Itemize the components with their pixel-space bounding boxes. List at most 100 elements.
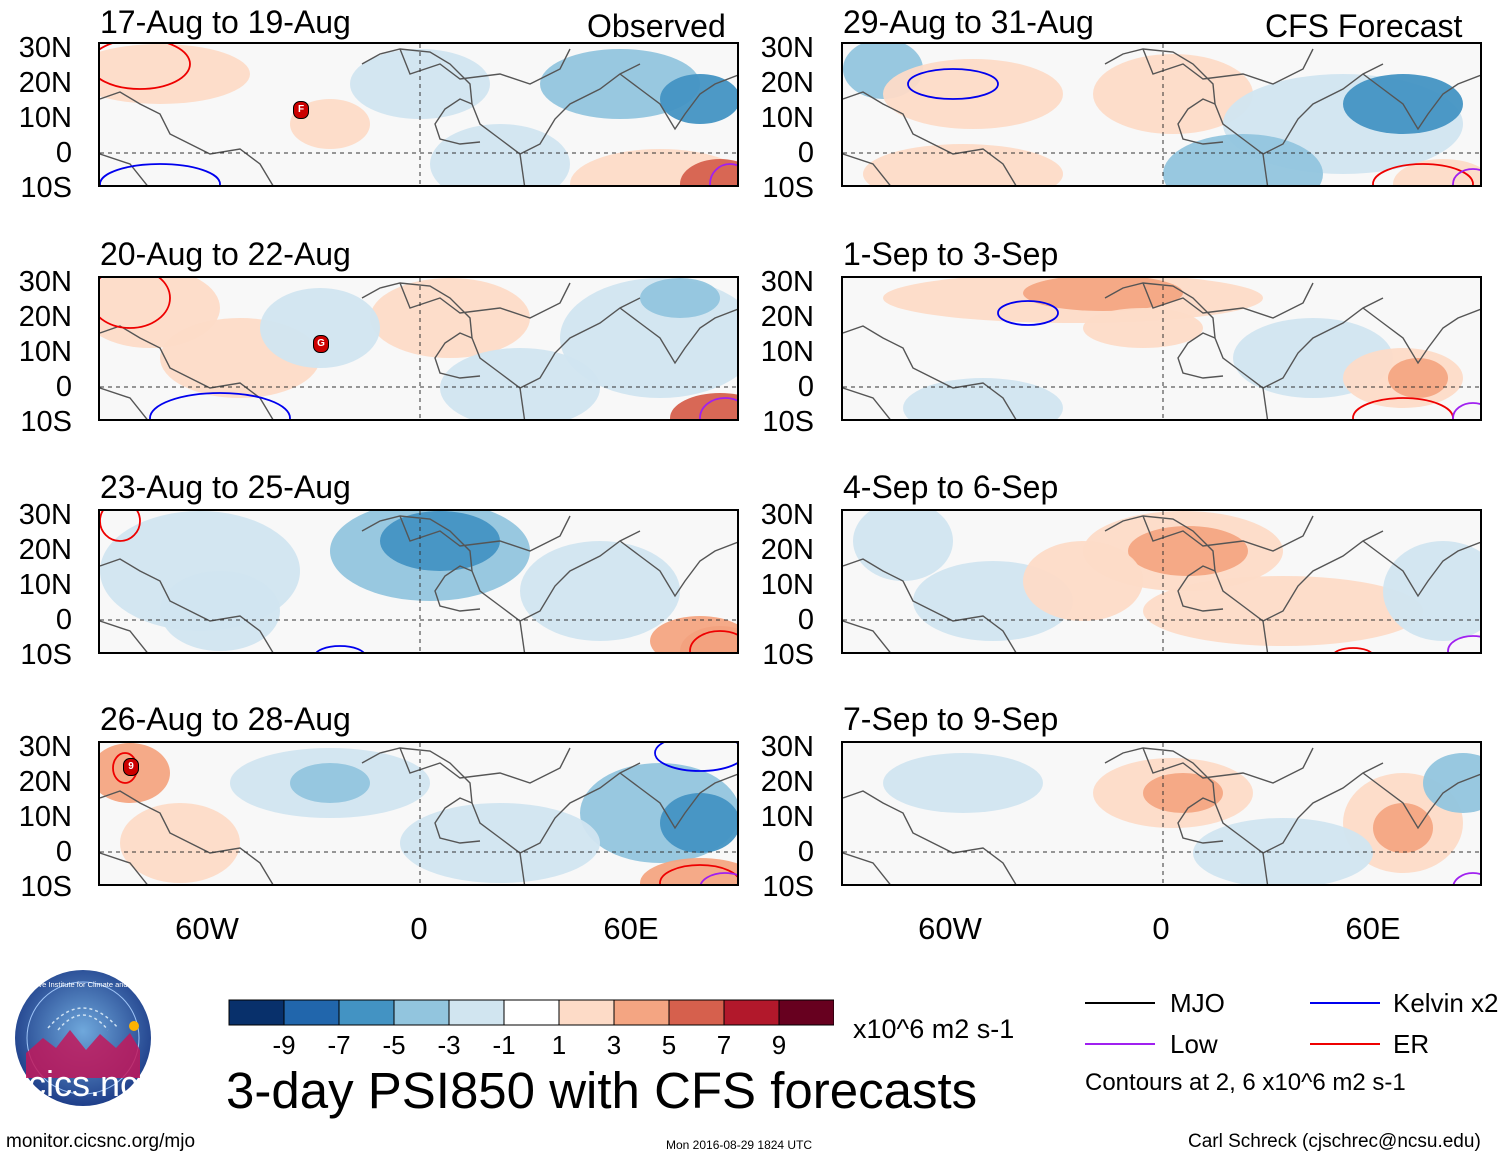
positive-anomaly — [650, 616, 737, 652]
colorbar-tick: 7 — [716, 1030, 732, 1060]
lat-label: 10S — [20, 172, 72, 204]
wave-contour — [709, 163, 737, 185]
coastline — [100, 387, 148, 419]
coastline — [399, 282, 571, 319]
coastline — [434, 98, 481, 145]
wave-contour — [1452, 168, 1480, 185]
map-canvas — [843, 44, 1480, 185]
panel-title: 1-Sep to 3-Sep — [843, 236, 1059, 272]
lat-label: 30N — [18, 499, 72, 531]
coastline — [399, 48, 571, 85]
map-panel — [98, 509, 739, 654]
negative-anomaly — [660, 74, 737, 124]
positive-anomaly — [670, 393, 737, 419]
legend-label-low: Low — [1170, 1029, 1218, 1059]
map-canvas — [100, 743, 737, 884]
negative-anomaly — [380, 511, 500, 571]
coastline — [1362, 772, 1480, 830]
positive-anomaly — [1023, 541, 1143, 621]
colorbar-tick: -1 — [492, 1030, 516, 1060]
coastline — [399, 747, 571, 784]
lat-label: 10S — [20, 406, 72, 438]
positive-anomaly — [1143, 773, 1223, 813]
legend-note: Contours at 2, 6 x10^6 m2 s-1 — [1085, 1069, 1406, 1096]
map-canvas — [843, 511, 1480, 652]
coastline — [619, 540, 737, 598]
lat-label: 10N — [18, 569, 72, 601]
lat-label: 20N — [760, 67, 814, 99]
coastline — [100, 620, 148, 652]
lat-label: 10N — [760, 102, 814, 134]
lat-label: 20N — [18, 534, 72, 566]
lat-label: 30N — [760, 731, 814, 763]
lat-label: 30N — [18, 32, 72, 64]
coastline — [1104, 747, 1384, 854]
map-panel — [841, 276, 1482, 421]
colorbar-swatch — [558, 999, 615, 1026]
coastline — [843, 620, 891, 652]
lat-label: 20N — [18, 301, 72, 333]
coastline — [1142, 747, 1314, 784]
map-panel: F — [98, 42, 739, 187]
positive-anomaly — [1388, 358, 1448, 398]
colorbar-tick: 1 — [551, 1030, 567, 1060]
storm-marker-icon: G — [313, 335, 329, 353]
lon-label: 0 — [410, 911, 428, 946]
panel-title: 20-Aug to 22-Aug — [100, 236, 351, 272]
wave-contour — [100, 163, 221, 185]
wave-contour — [654, 743, 737, 772]
lat-label: 0 — [55, 836, 72, 868]
negative-anomaly — [520, 541, 680, 641]
coastline — [843, 558, 1017, 652]
coastline — [100, 325, 274, 419]
coastline — [1104, 282, 1384, 389]
wave-contour — [1372, 163, 1474, 185]
wave-contour — [907, 68, 999, 100]
coastline — [1104, 515, 1384, 622]
lat-label: 30N — [760, 266, 814, 298]
lat-label: 0 — [797, 604, 814, 636]
coastline — [619, 307, 737, 365]
negative-anomaly — [260, 288, 380, 368]
colorbar-units: x10^6 m2 s-1 — [853, 1014, 1015, 1044]
coastline — [361, 48, 641, 155]
panel-title: 23-Aug to 25-Aug — [100, 469, 351, 505]
map-canvas — [100, 511, 737, 652]
lat-label: 20N — [18, 67, 72, 99]
coastline — [434, 565, 481, 612]
wave-contour — [100, 44, 191, 90]
lat-label: 0 — [55, 371, 72, 403]
coastline — [1262, 852, 1269, 884]
lat-label: 10S — [20, 871, 72, 903]
negative-anomaly — [540, 49, 700, 119]
lat-label: 20N — [760, 301, 814, 333]
lat-label: 30N — [18, 731, 72, 763]
lat-label: 30N — [760, 32, 814, 64]
negative-anomaly — [660, 793, 737, 853]
negative-anomaly — [1383, 541, 1480, 641]
logo-text: cics.nc — [28, 1063, 138, 1104]
footer-timestamp: Mon 2016-08-29 1824 UTC — [666, 1138, 813, 1152]
colorbar-tick: 3 — [606, 1030, 622, 1060]
colorbar-tick: -5 — [382, 1030, 406, 1060]
colorbar-swatch — [393, 999, 450, 1026]
coastline — [519, 153, 526, 185]
colorbar-swatch — [778, 999, 834, 1026]
wave-contour — [1334, 647, 1372, 652]
panel-title: 29-Aug to 31-Aug — [843, 4, 1094, 40]
map-panel — [841, 509, 1482, 654]
panel-tag-observed: Observed — [587, 8, 726, 44]
wave-contour — [1452, 872, 1480, 884]
colorbar-swatch — [503, 999, 560, 1026]
colorbar-tick: 9 — [771, 1030, 787, 1060]
legend-label-mjo: MJO — [1170, 988, 1225, 1018]
positive-anomaly — [370, 278, 530, 358]
colorbar-swatch — [448, 999, 505, 1026]
lat-label: 0 — [55, 604, 72, 636]
negative-anomaly — [903, 378, 1063, 419]
positive-anomaly — [100, 44, 250, 104]
storm-marker-icon: 9 — [123, 758, 139, 776]
coastline — [1177, 565, 1224, 612]
lat-label: 30N — [18, 266, 72, 298]
lat-label: 0 — [797, 137, 814, 169]
